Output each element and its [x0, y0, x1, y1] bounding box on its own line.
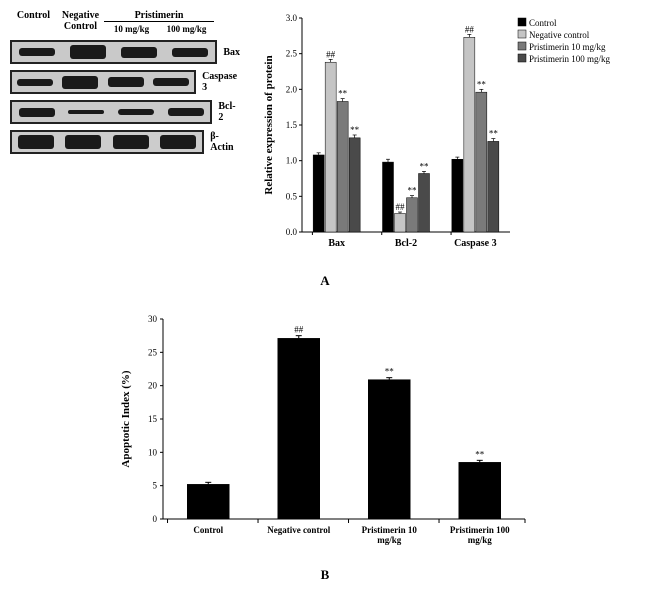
svg-text:Negative control: Negative control: [267, 525, 331, 535]
blot-row-label: Bcl-2: [218, 101, 240, 123]
blot-band: [19, 108, 55, 117]
panel-b: 0 5 10 15 20 25 30 Apoptotic Index (%) Control ##…: [10, 309, 640, 559]
svg-text:10: 10: [148, 447, 158, 457]
hdr-prist: Pristimerin: [104, 10, 214, 22]
panel-letter-a: A: [10, 273, 640, 289]
svg-text:Caspase 3: Caspase 3: [454, 238, 497, 249]
svg-text:Pristimerin 10: Pristimerin 10: [362, 525, 418, 535]
panel-letter-b: B: [10, 567, 640, 583]
svg-text:5: 5: [153, 481, 158, 491]
blot-rows: Bax Caspase 3 Bcl-2 β-Actin: [10, 40, 240, 154]
blot-band: [118, 109, 154, 115]
blot-row: Bcl-2: [10, 100, 240, 124]
svg-text:**: **: [477, 79, 487, 89]
svg-text:**: **: [408, 186, 418, 196]
expression-chart: 0.0 0.5 1.0 1.5 2.0 2.5 3.0 Relative expression…: [260, 10, 630, 265]
svg-text:Bcl-2: Bcl-2: [395, 238, 417, 249]
chart-b-svg: 0 5 10 15 20 25 30 Apoptotic Index (%) Control ##…: [115, 309, 535, 559]
svg-text:0.5: 0.5: [286, 191, 298, 201]
blot-header: Control Negative Control Pristimerin 10 …: [10, 10, 240, 34]
blot-band: [70, 45, 106, 59]
blot-row-label: Caspase 3: [202, 71, 240, 93]
hdr-doses: 10 mg/kg 100 mg/kg: [104, 24, 214, 34]
blot-row: Caspase 3: [10, 70, 240, 94]
svg-text:**: **: [350, 125, 360, 135]
svg-text:**: **: [420, 161, 430, 171]
hdr-control: Control: [10, 10, 57, 34]
gel-lane-box: [10, 70, 196, 94]
svg-text:1.0: 1.0: [286, 156, 298, 166]
blot-band: [160, 135, 196, 149]
svg-text:30: 30: [148, 314, 158, 324]
svg-text:mg/kg: mg/kg: [468, 535, 493, 545]
svg-text:##: ##: [396, 202, 406, 212]
svg-text:##: ##: [465, 24, 475, 34]
blot-row-label: β-Actin: [210, 131, 240, 153]
svg-text:15: 15: [148, 414, 158, 424]
blot-band: [17, 79, 53, 86]
svg-text:2.0: 2.0: [286, 84, 298, 94]
svg-text:3.0: 3.0: [286, 13, 298, 23]
svg-text:**: **: [489, 129, 499, 139]
svg-text:0: 0: [153, 514, 158, 524]
blot-band: [172, 48, 208, 57]
western-blot: Control Negative Control Pristimerin 10 …: [10, 10, 240, 154]
chart-a-svg: 0.0 0.5 1.0 1.5 2.0 2.5 3.0 Relative expression…: [260, 10, 630, 260]
panel-a: Control Negative Control Pristimerin 10 …: [10, 10, 640, 265]
blot-row: β-Actin: [10, 130, 240, 154]
dose100: 100 mg/kg: [159, 24, 214, 34]
svg-text:**: **: [338, 89, 348, 99]
svg-text:mg/kg: mg/kg: [377, 535, 402, 545]
dose10: 10 mg/kg: [104, 24, 159, 34]
gel-lane-box: [10, 130, 204, 154]
svg-text:Relative expression of protein: Relative expression of protein: [263, 55, 275, 194]
svg-text:Pristimerin 100: Pristimerin 100: [450, 525, 510, 535]
svg-text:0.0: 0.0: [286, 227, 298, 237]
svg-text:Bax: Bax: [328, 238, 345, 249]
svg-text:20: 20: [148, 381, 158, 391]
hdr-negative: Negative Control: [57, 10, 104, 34]
blot-band: [18, 135, 54, 149]
blot-row-label: Bax: [223, 47, 240, 58]
svg-text:Pristimerin 100 mg/kg: Pristimerin 100 mg/kg: [529, 54, 611, 64]
svg-text:25: 25: [148, 347, 158, 357]
svg-text:Control: Control: [529, 18, 557, 28]
blot-band: [19, 48, 55, 56]
blot-band: [68, 110, 104, 114]
svg-text:##: ##: [294, 325, 304, 335]
gel-lane-box: [10, 100, 212, 124]
svg-text:2.5: 2.5: [286, 49, 298, 59]
blot-band: [65, 135, 101, 149]
blot-band: [108, 77, 144, 87]
svg-text:1.5: 1.5: [286, 120, 298, 130]
blot-band: [121, 47, 157, 58]
blot-band: [153, 78, 189, 86]
svg-text:**: **: [385, 367, 395, 377]
blot-band: [113, 135, 149, 149]
svg-text:Control: Control: [193, 525, 223, 535]
svg-text:Pristimerin 10 mg/kg: Pristimerin 10 mg/kg: [529, 42, 606, 52]
svg-text:**: **: [475, 449, 485, 459]
blot-band: [168, 108, 204, 116]
svg-text:##: ##: [326, 49, 336, 59]
blot-band: [62, 76, 98, 89]
svg-text:Negative control: Negative control: [529, 30, 590, 40]
gel-lane-box: [10, 40, 217, 64]
blot-row: Bax: [10, 40, 240, 64]
hdr-prist-group: Pristimerin 10 mg/kg 100 mg/kg: [104, 10, 214, 34]
svg-text:Apoptotic Index (%): Apoptotic Index (%): [120, 370, 132, 468]
